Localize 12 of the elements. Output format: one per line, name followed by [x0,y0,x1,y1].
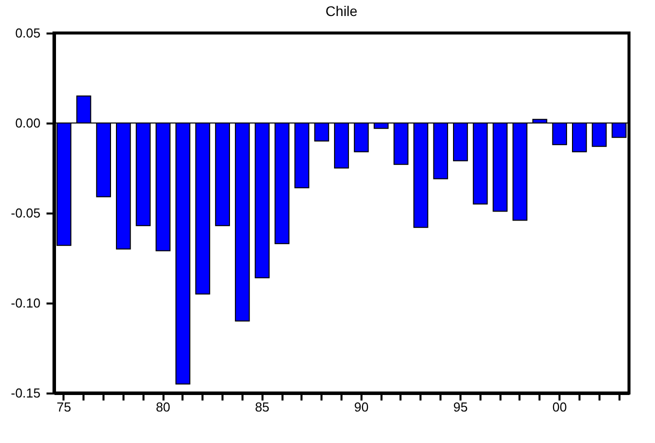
x-tick-label: 95 [453,400,468,414]
y-tick-label: -0.05 [10,206,40,220]
y-tick-label: 0.05 [15,26,40,40]
y-tick-label: 0.00 [15,116,40,130]
y-tick-label: -0.15 [10,386,40,400]
chart-title: Chile [326,3,358,19]
x-tick-label: 80 [156,400,170,414]
x-tick-label: 85 [254,400,270,414]
x-tick-label: 00 [552,400,567,414]
x-tick-label: 75 [56,400,72,414]
y-tick-label: -0.10 [10,296,40,310]
x-tick-label: 90 [354,400,369,414]
